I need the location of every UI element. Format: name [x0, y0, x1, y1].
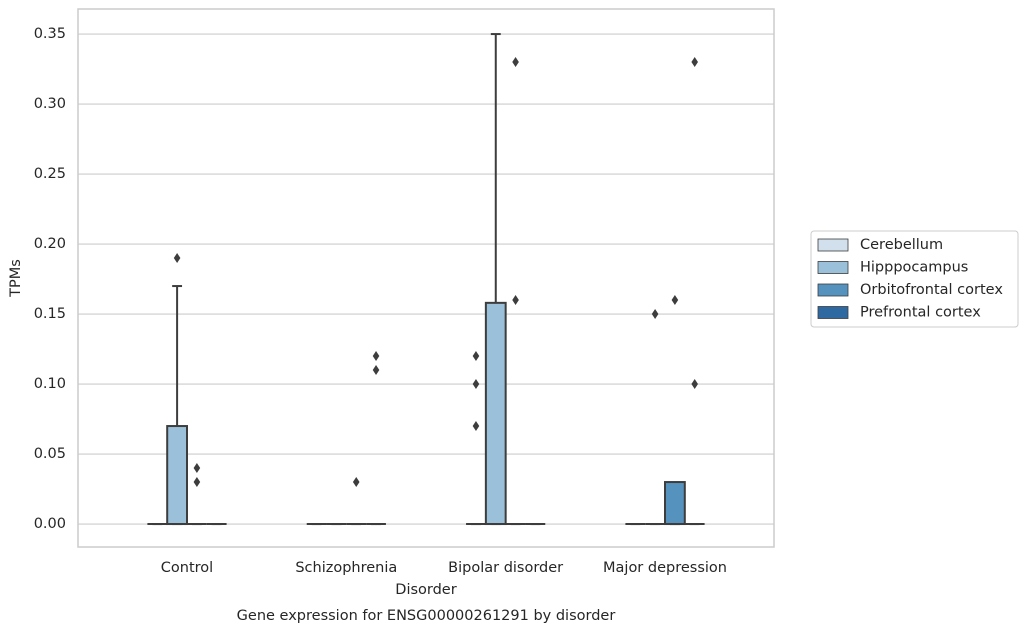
outlier: [472, 351, 480, 362]
box: [664, 481, 686, 526]
legend-swatch: [817, 283, 849, 297]
outlier: [512, 57, 519, 68]
y-tick-label: 0.15: [34, 306, 66, 322]
legend-label: Cerebellum: [860, 237, 943, 253]
legend-swatch: [817, 238, 849, 252]
outlier: [651, 309, 659, 320]
outlier: [372, 365, 380, 376]
y-axis-label: TPMs: [8, 259, 24, 298]
legend-swatch: [817, 261, 849, 274]
legend-label: Prefrontal cortex: [860, 305, 981, 321]
legend: [810, 230, 1019, 328]
x-tick-label: Control: [161, 560, 213, 576]
box-group: [505, 57, 526, 526]
box-group: [645, 309, 665, 526]
outlier: [472, 379, 480, 390]
box-group: [684, 57, 705, 526]
y-tick-label: 0.05: [34, 446, 66, 462]
box-group: [484, 33, 507, 526]
box-group: [187, 463, 207, 526]
outlier: [193, 463, 201, 474]
x-tick-label: Schizophrenia: [295, 560, 397, 576]
box: [484, 301, 507, 526]
legend-label: Hipppocampus: [860, 260, 968, 276]
outlier: [671, 295, 679, 306]
outlier: [352, 477, 360, 488]
outlier: [173, 253, 181, 264]
chart-title: Gene expression for ENSG00000261291 by d…: [237, 608, 616, 624]
plot-frame: [77, 8, 775, 548]
box-group: [664, 295, 686, 526]
x-tick-label: Bipolar disorder: [448, 560, 563, 576]
y-tick-label: 0.35: [34, 26, 66, 42]
y-tick-label: 0.25: [34, 166, 66, 182]
y-tick-label: 0.10: [34, 376, 66, 392]
y-tick-label: 0.20: [34, 236, 66, 252]
x-axis-label: Disorder: [395, 582, 456, 598]
legend-label: Orbitofrontal cortex: [860, 282, 1003, 298]
legend-swatch: [817, 306, 849, 319]
outlier: [512, 295, 519, 306]
y-tick-label: 0.00: [34, 516, 66, 532]
outlier: [691, 57, 698, 68]
box-group: [466, 351, 486, 526]
box-group: [366, 351, 386, 526]
outlier: [691, 379, 698, 390]
box-group: [166, 253, 188, 526]
box: [166, 425, 188, 526]
y-tick-label: 0.30: [34, 96, 66, 112]
x-tick-label: Major depression: [603, 560, 727, 576]
outlier: [372, 351, 380, 362]
outlier: [472, 421, 480, 432]
box-group: [346, 477, 367, 526]
outlier: [193, 477, 201, 488]
